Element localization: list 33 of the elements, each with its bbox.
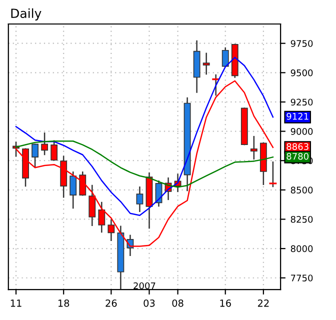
y-tick-label: 9250 xyxy=(290,98,313,106)
data-label: 8780 xyxy=(286,152,308,160)
y-tick-label: 8250 xyxy=(290,216,313,223)
x-tick-label: 11 xyxy=(10,300,22,307)
candlestick xyxy=(98,202,106,233)
candlestick xyxy=(222,47,229,67)
y-tick-label: 9750 xyxy=(290,40,313,47)
y-tick-label: 7750 xyxy=(291,274,313,282)
x-tick-label: 03 xyxy=(144,299,155,307)
candlestick xyxy=(108,219,115,241)
chart-title: Daily xyxy=(11,8,42,20)
candlestick xyxy=(88,184,96,226)
data-label: 8863 xyxy=(286,143,308,150)
candlestick xyxy=(269,162,277,188)
candlestick xyxy=(70,171,77,209)
candlestick xyxy=(50,140,58,161)
x-tick-label: 26 xyxy=(106,299,117,307)
x-tick-label: 22 xyxy=(258,299,269,307)
y-tick-label: 8500 xyxy=(290,186,313,194)
candlestick xyxy=(41,132,48,156)
y-tick-label: 9000 xyxy=(290,128,313,135)
candlestick xyxy=(136,186,144,212)
y-tick-label: 9500 xyxy=(290,69,313,76)
candlestick xyxy=(79,171,86,196)
candlestick xyxy=(250,136,258,160)
candlestick xyxy=(32,144,39,168)
annotation: 2007 xyxy=(134,282,156,290)
x-tick-label: 16 xyxy=(220,299,231,307)
y-tick-label: 8000 xyxy=(290,245,313,252)
x-tick-label: 18 xyxy=(58,299,70,307)
data-label: 9121 xyxy=(286,112,308,120)
candlestick xyxy=(202,52,210,75)
x-tick-label: 08 xyxy=(172,299,184,307)
